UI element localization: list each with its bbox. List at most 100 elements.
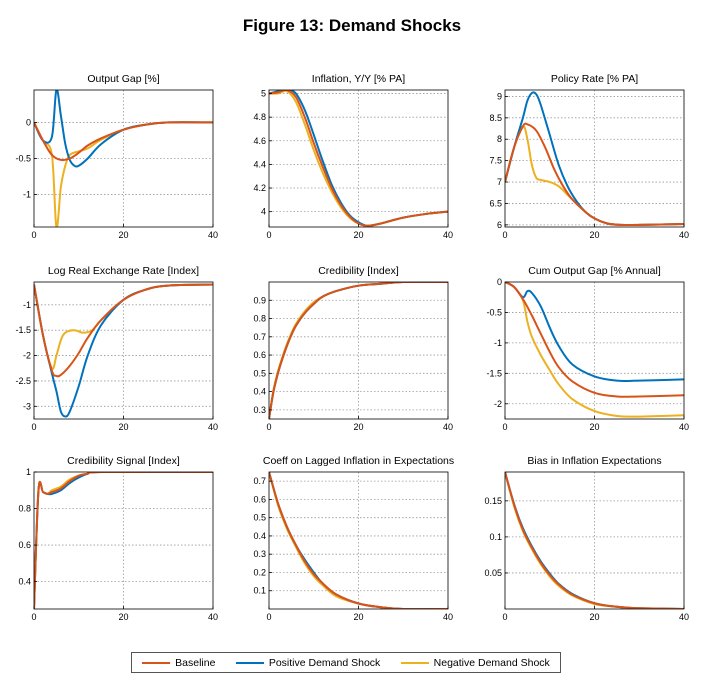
plot-area (505, 90, 684, 227)
y-tick-label: 8 (497, 134, 502, 144)
y-tick-label: 7 (497, 177, 502, 187)
plot-area (269, 90, 448, 227)
x-tick-label: 0 (31, 612, 36, 622)
panel-output-gap: 0 20 40 0 -0.5 -1 Output Gap [%] (15, 73, 218, 240)
y-tick-label: -1.5 (15, 325, 31, 335)
y-tick-label: 0 (497, 277, 502, 287)
figure-title: Figure 13: Demand Shocks (242, 16, 462, 35)
x-tick-label: 20 (118, 422, 128, 432)
panel-title: Output Gap [%] (87, 73, 159, 85)
legend-swatch-positive-demand-shock (235, 661, 264, 664)
x-tick-label: 0 (502, 230, 507, 240)
series-line-baseline (34, 472, 213, 609)
x-tick-label: 20 (118, 612, 128, 622)
legend-label-negative-demand-shock: Negative Demand Shock (433, 656, 550, 669)
x-tick-label: 20 (589, 422, 599, 432)
x-tick-label: 0 (31, 422, 36, 432)
panel-title: Log Real Exchange Rate [Index] (48, 265, 199, 277)
y-tick-label: -0.5 (486, 307, 502, 317)
x-tick-label: 20 (353, 422, 363, 432)
panel-cum-output-gap-annual: 0 20 40 0 -0.5 -1 -1.5 -2 Cum Output Gap [% Annu… (486, 265, 689, 432)
legend-label-positive-demand-shock: Positive Demand Shock (268, 656, 381, 669)
x-tick-label: 0 (502, 422, 507, 432)
y-tick-label: -2.5 (15, 376, 31, 386)
legend-item-positive-demand-shock: Positive Demand Shock (235, 656, 381, 669)
x-tick-label: 40 (443, 422, 453, 432)
y-tick-label: 0.6 (253, 494, 266, 504)
x-tick-label: 40 (208, 230, 218, 240)
y-tick-label: 0.4 (253, 531, 266, 541)
x-tick-label: 0 (266, 230, 271, 240)
y-tick-label: -0.5 (15, 154, 31, 164)
x-tick-label: 0 (266, 422, 271, 432)
panel-title: Cum Output Gap [% Annual] (528, 265, 661, 277)
plot-area (269, 282, 448, 419)
series-line-baseline (505, 472, 684, 609)
plot-area (34, 282, 213, 419)
y-tick-label: 1 (26, 467, 31, 477)
series-line-baseline (505, 282, 684, 398)
series-line-baseline (269, 90, 448, 227)
y-tick-label: 4.8 (253, 112, 266, 122)
y-tick-label: 0.4 (18, 577, 31, 587)
panel-title: Coeff on Lagged Inflation in Expectation… (263, 455, 454, 467)
y-tick-label: 0.8 (253, 314, 266, 324)
y-tick-label: 0.15 (484, 496, 502, 506)
panel-bias-in-inflation-expectations: 0 20 40 0.05 0.1 0.15 Bias in Inflation Expect… (484, 455, 689, 622)
y-tick-label: 8.5 (489, 113, 502, 123)
x-tick-label: 40 (208, 422, 218, 432)
panel-credibility-index: 0 20 40 0.3 0.4 0.5 0.6 0.7 0.8 0.9 Credibility [I… (253, 265, 453, 432)
y-tick-label: 0.1 (253, 586, 266, 596)
panel-coeff-on-lagged-inflation-in-expectations: 0 20 40 0.1 0.2 0.3 0.4 0.5 0.6 0.7 Coeff on Lagge… (253, 455, 454, 622)
y-tick-label: 0.8 (18, 504, 31, 514)
y-tick-label: 4.6 (253, 136, 266, 146)
panel-credibility-signal-index: 0 20 40 0.4 0.6 0.8 1 Credibility Signal [Index… (18, 455, 218, 622)
y-tick-label: 0.3 (253, 405, 266, 415)
series-line-baseline (505, 122, 684, 227)
x-tick-label: 40 (679, 230, 689, 240)
y-tick-label: 0.6 (18, 540, 31, 550)
series-line-baseline (269, 472, 448, 609)
plot-area (34, 90, 213, 227)
y-tick-label: 0 (26, 117, 31, 127)
legend-item-baseline: Baseline (142, 657, 215, 669)
series-line-baseline (269, 282, 448, 419)
y-tick-label: 0.3 (253, 549, 266, 559)
y-tick-label: -1 (23, 300, 31, 310)
y-tick-label: 0.2 (253, 567, 266, 577)
y-tick-label: -2 (23, 351, 31, 361)
series-line-baseline (34, 121, 213, 162)
y-tick-label: 4.4 (253, 159, 266, 169)
panel-title: Inflation, Y/Y [% PA] (312, 73, 405, 85)
panel-title: Bias in Inflation Expectations (527, 455, 661, 467)
panel-title: Credibility Signal [Index] (67, 455, 180, 467)
x-tick-label: 20 (353, 230, 363, 240)
x-tick-label: 40 (679, 422, 689, 432)
plot-area (34, 472, 213, 609)
y-tick-label: -3 (23, 401, 31, 411)
panel-policy-rate-pa: 0 20 40 6 6.5 7 7.5 8 8.5 9 Policy Rate [% PA] (489, 73, 689, 240)
x-tick-label: 20 (589, 230, 599, 240)
plot-area (269, 472, 448, 609)
x-tick-label: 40 (208, 612, 218, 622)
x-tick-label: 20 (589, 612, 599, 622)
y-tick-label: 0.9 (253, 295, 266, 305)
y-tick-label: -1.5 (486, 368, 502, 378)
y-tick-label: 0.4 (253, 387, 266, 397)
panel-inflation-y-y-pa: 0 20 40 4 4.2 4.4 4.6 4.8 5 Inflation, Y/Y [% PA] (253, 73, 453, 240)
y-tick-label: 0.7 (253, 332, 266, 342)
panel-log-real-exchange-rate-index: 0 20 40 -1 -1.5 -2 -2.5 -3 Log Real Exchange Rat… (15, 265, 218, 432)
y-tick-label: 6 (497, 220, 502, 230)
series-line-baseline (34, 283, 213, 378)
legend-label-baseline: Baseline (175, 656, 216, 669)
x-tick-label: 20 (353, 612, 363, 622)
y-tick-label: -1 (23, 190, 31, 200)
y-tick-label: 9 (497, 91, 502, 101)
y-tick-label: 5 (261, 89, 266, 99)
y-tick-label: 0.5 (253, 513, 266, 523)
x-tick-label: 20 (118, 230, 128, 240)
y-tick-label: 0.1 (489, 532, 502, 542)
x-tick-label: 0 (31, 230, 36, 240)
y-tick-label: 6.5 (489, 198, 502, 208)
